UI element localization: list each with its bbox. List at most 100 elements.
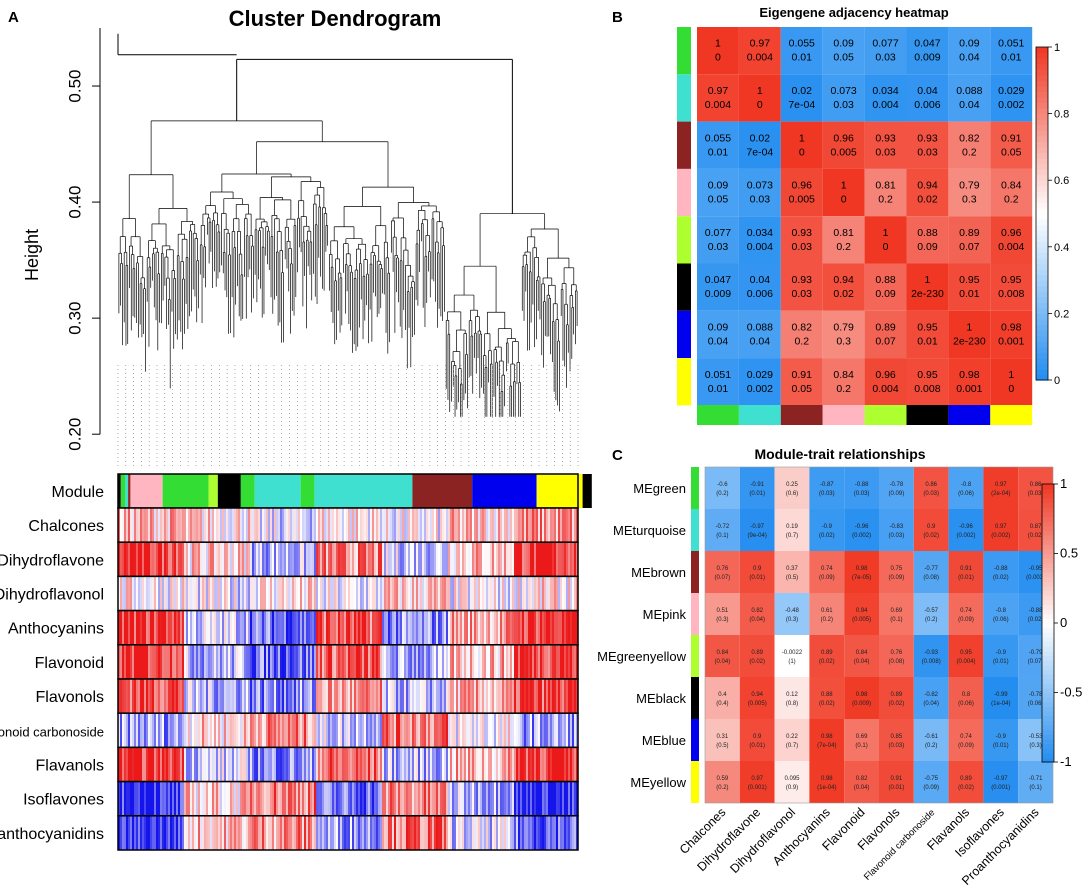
trait-heat-stripe [366,644,369,679]
trait-heat-stripe [204,713,207,748]
module-trait-cell [983,509,1019,551]
trait-heat-stripe [240,610,243,645]
trait-heat-stripe [474,713,477,748]
trait-heat-stripe [410,781,413,816]
trait-heat-stripe [216,815,219,850]
trait-heat-stripe [218,508,221,543]
colorbar-segment [1042,734,1054,740]
trait-heat-stripe [262,542,265,577]
trait-heat-stripe [332,644,335,679]
trait-heat-stripe [352,747,355,782]
trait-heat-stripe [516,713,519,748]
trait-heat-stripe [526,713,529,748]
trait-heat-stripe [492,679,495,714]
trait-heat-stripe [142,781,145,816]
trait-heat-stripe [188,815,191,850]
eigengene-cell-pvalue: 0.2 [878,194,893,206]
trait-heat-stripe [502,508,505,543]
trait-heat-stripe [380,576,383,611]
trait-heat-stripe [146,815,149,850]
trait-heat-stripe [568,610,571,645]
trait-heat-stripe [466,644,469,679]
eigengene-cell-value: 0.95 [1001,274,1022,286]
trait-heat-stripe [416,713,419,748]
trait-heat-stripe [558,679,561,714]
module-trait-cell-pvalue: (0.003) [1026,575,1045,581]
trait-heat-stripe [560,679,563,714]
trait-heat-stripe [232,576,235,611]
trait-heat-stripe [410,815,413,850]
trait-heat-stripe [380,679,383,714]
trait-heat-stripe [412,610,415,645]
trait-heat-stripe [152,815,155,850]
trait-heat-stripe [502,542,505,577]
trait-heat-stripe [390,781,393,816]
module-trait-cell-pvalue: (0.2) [716,491,728,497]
trait-heat-stripe [514,747,517,782]
trait-heat-stripe [362,781,365,816]
trait-heat-stripe [410,644,413,679]
trait-heat-stripe [296,576,299,611]
trait-heat-stripe [134,508,137,543]
trait-heat-stripe [524,542,527,577]
trait-heat-stripe [246,713,249,748]
trait-heat-stripe [274,576,277,611]
trait-heat-stripe [430,576,433,611]
trait-heat-stripe [222,542,225,577]
eigengene-cell [697,27,739,75]
eigengene-cell-pvalue: 0.03 [792,288,813,300]
module-trait-cell-value: 0.51 [717,608,729,614]
trait-heat-stripe [534,781,537,816]
trait-heat-stripe [158,610,161,645]
module-trait-cell [705,551,740,593]
eigengene-cell-value: 0.047 [705,274,731,286]
trait-heat-stripe [432,610,435,645]
module-trait-cell-value: -0.6 [717,482,728,488]
trait-heat-stripe [120,508,123,543]
trait-heat-stripe [442,679,445,714]
trait-heat-stripe [514,713,517,748]
trait-heat-stripe [430,815,433,850]
trait-heat-stripe [256,713,259,748]
trait-heat-stripe [504,713,507,748]
trait-heat-stripe [458,644,461,679]
trait-heat-stripe [346,815,349,850]
trait-heat-stripe [576,679,579,714]
trait-heat-stripe [456,747,459,782]
colorbar-segment [1042,502,1054,508]
trait-heat-stripe [464,713,467,748]
trait-heat-stripe [272,542,275,577]
trait-heat-stripe [216,610,219,645]
trait-heat-stripe [568,713,571,748]
trait-heat-stripe [152,610,155,645]
module-trait-cell-value: -0.61 [924,734,938,740]
trait-heat-stripe [554,747,557,782]
trait-heat-stripe [400,644,403,679]
trait-heat-stripe [282,576,285,611]
trait-heat-stripe [262,781,265,816]
trait-heat-stripe [340,542,343,577]
trait-heat-stripe [426,644,429,679]
trait-heat-stripe [202,713,205,748]
trait-heat-stripe [236,644,239,679]
eigengene-heatmap-cells: 100.970.0040.0550.010.090.050.0770.030.0… [697,27,1033,406]
trait-heat-stripe [122,610,125,645]
trait-heat-stripe [528,610,531,645]
module-trait-cell-value: 0.97 [995,482,1007,488]
trait-heat-stripe [460,576,463,611]
trait-heat-stripe [454,679,457,714]
trait-heat-stripe [566,610,569,645]
trait-heat-stripe [534,747,537,782]
module-trait-cell [844,467,879,509]
trait-heat-stripe [504,747,507,782]
eigengene-cell [864,121,907,169]
trait-heat-stripe [354,713,357,748]
colorbar-segment [1042,484,1054,490]
trait-heat-stripe [500,576,503,611]
module-trait-cell-value: 0.12 [786,692,798,698]
trait-heat-stripe [238,679,241,714]
trait-heat-stripe [404,815,407,850]
trait-heat-stripe [334,610,337,645]
trait-heat-stripe [488,542,491,577]
trait-heat-stripe [444,781,447,816]
